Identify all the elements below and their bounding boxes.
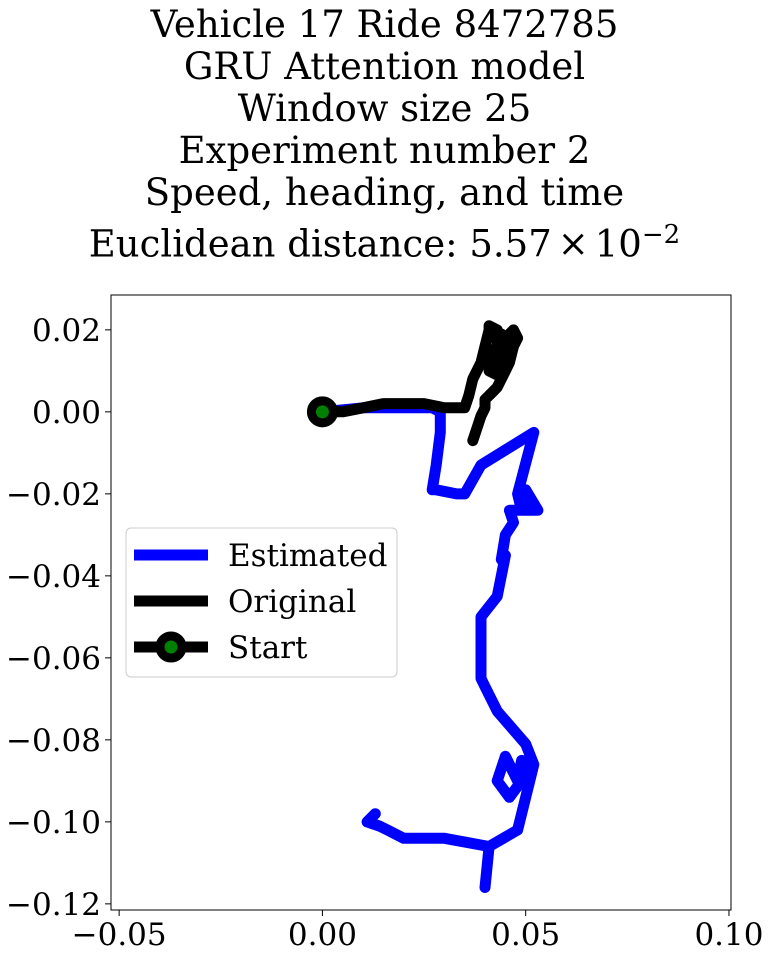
metric-prefix: Euclidean distance: 5.57 [88, 222, 552, 266]
title-line-window: Window size 25 [237, 87, 532, 130]
y-tick-label: −0.06 [6, 641, 101, 677]
y-tick-label: −0.12 [6, 887, 101, 923]
metric-times: × [557, 222, 589, 266]
title-line-features: Speed, heading, and time [144, 171, 625, 214]
y-tick-label: −0.08 [6, 723, 101, 759]
legend-label-start: Start [228, 630, 308, 666]
title-line-metric: Euclidean distance: 5.57 × 10−2 [0, 214, 769, 265]
legend: Estimated Original Start [125, 527, 398, 678]
chart-title: Vehicle 17 Ride 8472785 GRU Attention mo… [0, 0, 769, 265]
start-marker [306, 396, 338, 428]
x-tick-label: 0.00 [288, 917, 357, 953]
x-tick-label: 0.05 [491, 917, 560, 953]
series-line-original [316, 320, 524, 447]
legend-label-original: Original [228, 584, 356, 620]
y-tick-label: −0.10 [6, 805, 101, 841]
y-tick-label: −0.02 [6, 477, 101, 513]
y-axis: 0.02 0.00 −0.02 −0.04 −0.06 −0.08 −0.10 −0.12 [6, 313, 111, 923]
x-tick-label: 0.10 [694, 917, 763, 953]
series-layer [306, 320, 544, 893]
y-tick-label: −0.04 [6, 559, 101, 595]
x-tick-label: −0.05 [72, 917, 167, 953]
title-line-model: GRU Attention model [183, 45, 586, 88]
title-line-vehicle: Vehicle 17 Ride 8472785 [150, 3, 619, 46]
legend-box [125, 527, 398, 678]
y-tick-label: 0.00 [32, 395, 101, 431]
plot-frame [110, 294, 732, 911]
legend-label-estimated: Estimated [228, 538, 387, 574]
legend-start-marker [155, 631, 187, 663]
y-tick-label: 0.02 [32, 313, 101, 349]
metric-base: 10 [594, 222, 642, 266]
metric-exponent: −2 [641, 220, 681, 250]
series-line-estimated [316, 402, 544, 893]
x-axis: −0.05 0.00 0.05 0.10 [72, 910, 763, 953]
title-line-experiment: Experiment number 2 [178, 129, 591, 172]
